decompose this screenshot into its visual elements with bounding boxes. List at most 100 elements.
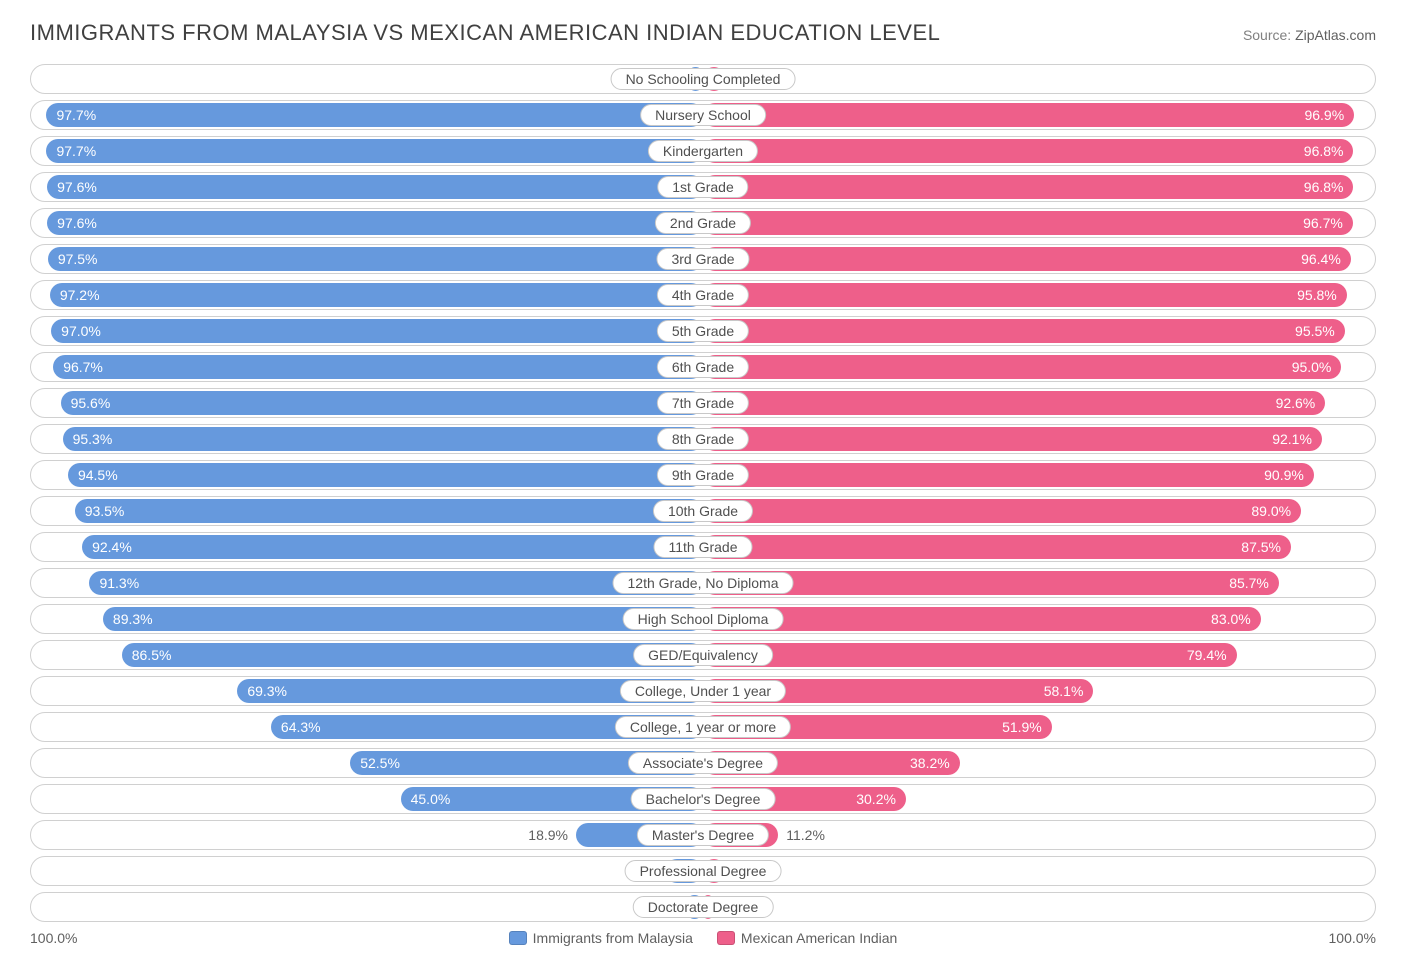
value-right: 96.8% — [1304, 143, 1344, 159]
value-left: 97.2% — [60, 287, 100, 303]
bar-right: 96.7% — [703, 211, 1353, 235]
axis-label-right: 100.0% — [1329, 930, 1376, 946]
chart-row: 93.5% 89.0%10th Grade — [30, 496, 1376, 526]
value-right: 96.8% — [1304, 179, 1344, 195]
category-label: Associate's Degree — [628, 752, 778, 774]
source-prefix: Source: — [1243, 27, 1291, 43]
value-right: 87.5% — [1241, 539, 1281, 555]
bar-right: 95.0% — [703, 355, 1341, 379]
axis-label-left: 100.0% — [30, 930, 77, 946]
value-right: 11.2% — [786, 827, 825, 843]
category-label: GED/Equivalency — [633, 644, 773, 666]
legend-label-left: Immigrants from Malaysia — [533, 930, 693, 946]
value-left: 97.7% — [56, 143, 96, 159]
value-right: 38.2% — [910, 755, 950, 771]
category-label: 9th Grade — [657, 464, 749, 486]
value-right: 90.9% — [1264, 467, 1304, 483]
bar-left: 97.5% — [48, 247, 703, 271]
chart-row: 94.5% 90.9% 9th Grade — [30, 460, 1376, 490]
category-label: 1st Grade — [657, 176, 748, 198]
value-right: 85.7% — [1229, 575, 1269, 591]
legend-item-left: Immigrants from Malaysia — [509, 930, 693, 946]
value-left: 91.3% — [99, 575, 139, 591]
category-label: Professional Degree — [625, 860, 782, 882]
legend-swatch-right — [717, 931, 735, 945]
value-left: 93.5% — [85, 503, 125, 519]
bar-right: 79.4% — [703, 643, 1237, 667]
category-label: 2nd Grade — [655, 212, 751, 234]
chart-row: 18.9%11.2%Master's Degree — [30, 820, 1376, 850]
chart-row: 97.7% 96.8% Kindergarten — [30, 136, 1376, 166]
bar-left: 95.3% — [63, 427, 703, 451]
chart-row: 95.6%92.6%7th Grade — [30, 388, 1376, 418]
bar-left: 94.5% — [68, 463, 703, 487]
value-left: 97.6% — [57, 215, 97, 231]
bar-left: 97.0% — [51, 319, 703, 343]
chart-row: 91.3% 85.7% 12th Grade, No Diploma — [30, 568, 1376, 598]
category-label: College, 1 year or more — [615, 716, 791, 738]
category-label: 11th Grade — [653, 536, 752, 558]
value-right: 79.4% — [1187, 647, 1227, 663]
chart-row: 95.3%92.1%8th Grade — [30, 424, 1376, 454]
category-label: 4th Grade — [657, 284, 749, 306]
bar-right: 87.5% — [703, 535, 1291, 559]
legend-swatch-left — [509, 931, 527, 945]
chart-header: IMMIGRANTS FROM MALAYSIA VS MEXICAN AMER… — [30, 20, 1376, 46]
category-label: 10th Grade — [653, 500, 753, 522]
bar-right: 90.9% — [703, 463, 1314, 487]
value-right: 95.8% — [1297, 287, 1337, 303]
bar-right: 92.1% — [703, 427, 1322, 451]
chart-row: 89.3%83.0%High School Diploma — [30, 604, 1376, 634]
legend-item-right: Mexican American Indian — [717, 930, 897, 946]
chart-row: 2.3%3.2%No Schooling Completed — [30, 64, 1376, 94]
value-left: 89.3% — [113, 611, 153, 627]
value-left: 95.6% — [71, 395, 111, 411]
value-left: 97.5% — [58, 251, 98, 267]
bar-right: 89.0% — [703, 499, 1301, 523]
bar-left: 95.6% — [61, 391, 703, 415]
bar-left: 97.6% — [47, 211, 703, 235]
category-label: Doctorate Degree — [633, 896, 774, 918]
value-left: 95.3% — [73, 431, 113, 447]
bar-left: 92.4% — [82, 535, 703, 559]
chart-row: 97.5%96.4%3rd Grade — [30, 244, 1376, 274]
category-label: Bachelor's Degree — [631, 788, 776, 810]
bar-left: 97.7% — [46, 103, 703, 127]
chart-row: 97.2% 95.8% 4th Grade — [30, 280, 1376, 310]
value-left: 96.7% — [63, 359, 103, 375]
chart-title: IMMIGRANTS FROM MALAYSIA VS MEXICAN AMER… — [30, 20, 940, 46]
chart-row: 92.4% 87.5% 11th Grade — [30, 532, 1376, 562]
category-label: Kindergarten — [648, 140, 758, 162]
bar-left: 89.3% — [103, 607, 703, 631]
chart-row: 69.3% 58.1% College, Under 1 year — [30, 676, 1376, 706]
chart-row: 2.6%1.4%Doctorate Degree — [30, 892, 1376, 922]
value-right: 92.1% — [1272, 431, 1312, 447]
bar-left: 97.2% — [50, 283, 703, 307]
value-left: 69.3% — [247, 683, 287, 699]
bar-left: 91.3% — [89, 571, 703, 595]
category-label: 5th Grade — [657, 320, 749, 342]
value-left: 45.0% — [411, 791, 451, 807]
bar-right: 96.4% — [703, 247, 1351, 271]
chart-row: 52.5% 38.2% Associate's Degree — [30, 748, 1376, 778]
category-label: Master's Degree — [637, 824, 769, 846]
category-label: No Schooling Completed — [611, 68, 796, 90]
bar-right: 95.5% — [703, 319, 1345, 343]
value-right: 30.2% — [856, 791, 896, 807]
category-label: 12th Grade, No Diploma — [613, 572, 794, 594]
chart-row: 45.0% 30.2% Bachelor's Degree — [30, 784, 1376, 814]
value-left: 94.5% — [78, 467, 118, 483]
bar-right: 96.8% — [703, 139, 1353, 163]
value-left: 52.5% — [360, 755, 400, 771]
value-right: 58.1% — [1044, 683, 1084, 699]
category-label: College, Under 1 year — [620, 680, 786, 702]
chart-row: 97.0% 95.5% 5th Grade — [30, 316, 1376, 346]
chart-row: 64.3%51.9%College, 1 year or more — [30, 712, 1376, 742]
category-label: 7th Grade — [657, 392, 749, 414]
bar-left: 96.7% — [53, 355, 703, 379]
value-right: 95.5% — [1295, 323, 1335, 339]
value-right: 83.0% — [1211, 611, 1251, 627]
chart-footer: 100.0% Immigrants from Malaysia Mexican … — [30, 930, 1376, 946]
chart-row: 97.6%96.8%1st Grade — [30, 172, 1376, 202]
diverging-bar-chart: 2.3%3.2%No Schooling Completed97.7%96.9%… — [30, 64, 1376, 922]
